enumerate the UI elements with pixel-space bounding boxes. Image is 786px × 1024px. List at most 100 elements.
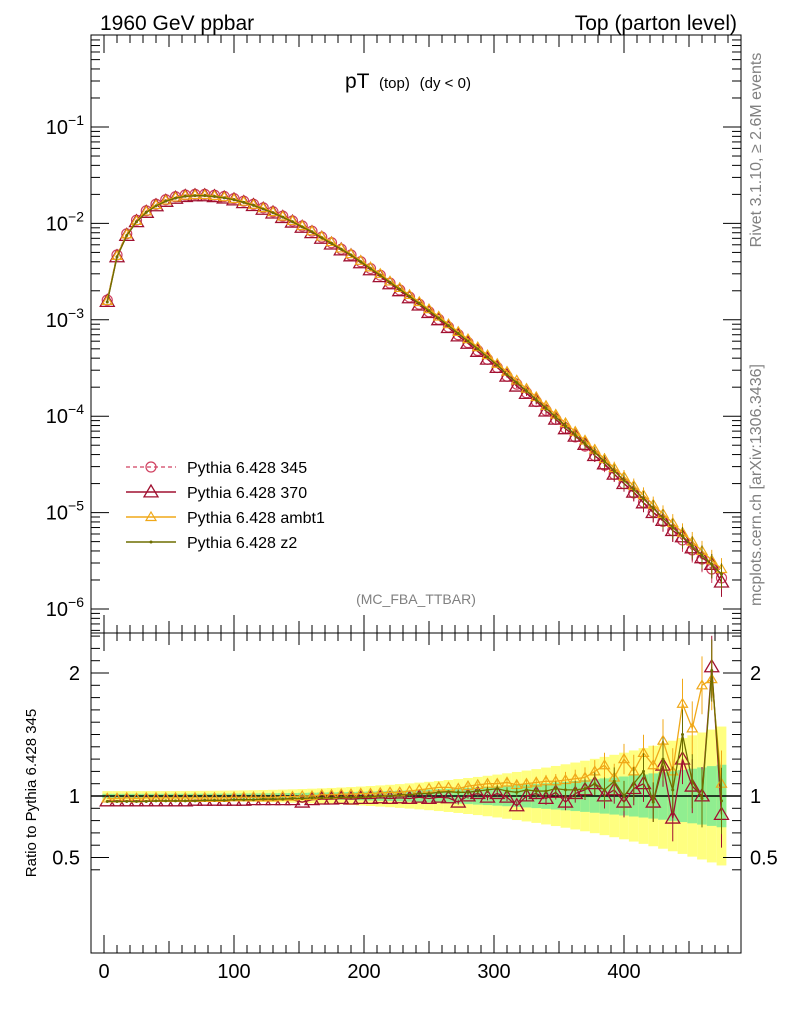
data-point: [300, 225, 304, 229]
ratio-point: [557, 793, 574, 808]
plot-title-sub1: (top): [379, 75, 410, 92]
ratio-point: [281, 797, 285, 801]
data-point: [388, 280, 392, 284]
data-point: [537, 402, 555, 417]
legend-marker: [144, 510, 158, 522]
ratio-point: [203, 798, 207, 802]
data-point: [188, 188, 202, 200]
ratio-point: [681, 733, 684, 736]
ratio-point: [125, 800, 129, 804]
ratio-point: [193, 799, 197, 803]
data-point: [271, 211, 275, 215]
mcplots-label: mcplots.cern.ch [arXiv:1306.3436]: [748, 364, 765, 606]
rivet-label: Rivet 3.1.10, ≥ 2.6M events: [748, 53, 765, 248]
ratio-point: [349, 795, 353, 799]
ratio-point: [408, 793, 411, 797]
ratio-point: [381, 790, 399, 805]
data-point: [495, 363, 499, 367]
ratio-point: [427, 792, 431, 796]
legend-label: Pythia 6.428 z2: [187, 535, 297, 552]
data-point: [135, 220, 138, 224]
legend-marker: [149, 540, 153, 544]
x-tick-label: 100: [217, 961, 250, 983]
data-point: [310, 230, 314, 234]
data-point: [330, 241, 333, 245]
y-tick-label: 10−4: [46, 401, 84, 428]
x-tick-label: 400: [607, 961, 640, 983]
legend-label: Pythia 6.428 ambt1: [187, 510, 325, 527]
ratio-point: [573, 788, 577, 792]
x-tick-label: 200: [347, 961, 380, 983]
ratio-point: [437, 790, 441, 794]
data-point: [720, 572, 723, 576]
ratio-point: [459, 787, 477, 802]
data-point: [252, 203, 255, 207]
ratio-point: [378, 794, 382, 798]
ratio-point: [622, 794, 626, 798]
ratio-point: [505, 789, 509, 793]
data-point: [612, 469, 616, 473]
data-point: [237, 195, 250, 206]
ratio-point: [135, 800, 138, 804]
y-tick-label: 10−3: [46, 305, 84, 332]
ratio-point: [440, 789, 457, 804]
data-point: [203, 194, 207, 198]
data-point: [586, 447, 603, 462]
data-point: [476, 347, 480, 351]
data-point: [115, 255, 119, 259]
ratio-point: [330, 796, 333, 800]
data-point: [291, 220, 294, 224]
ratio-series-group: [99, 635, 730, 848]
data-point: [710, 562, 714, 566]
plot-title-sub2: (dy < 0): [420, 75, 471, 92]
ratio-point: [300, 796, 304, 800]
data-point: [218, 191, 231, 202]
x-tick-label: 300: [477, 961, 510, 983]
legend: Pythia 6.428 345 Pythia 6.428 370 Pythia 6…: [126, 460, 325, 552]
ratio-point: [489, 785, 506, 800]
ratio-y-tick-label-right: 0.5: [750, 848, 778, 870]
ratio-point: [294, 793, 311, 808]
y-tick-label: 10−2: [46, 208, 84, 235]
data-point: [408, 294, 411, 298]
x-tick-label: 0: [98, 961, 109, 983]
data-point: [179, 189, 192, 200]
plot-title-main: pT: [345, 70, 370, 93]
data-point: [534, 398, 538, 402]
ratio-point: [495, 787, 499, 791]
legend-entry: Pythia 6.428 345: [126, 460, 307, 477]
header-right: Top (parton level): [575, 12, 737, 35]
ratio-point: [651, 800, 655, 804]
data-point: [615, 475, 633, 490]
data-point: [486, 355, 489, 359]
ratio-point: [632, 782, 636, 786]
data-point: [183, 194, 187, 198]
ratio-point: [544, 789, 548, 793]
plot-title: pT (top) (dy < 0): [345, 70, 471, 93]
ratio-panel: 0.5 0.5 1 1 2 2 0 100 200 300 400 Ratio to Pythia …: [23, 632, 778, 983]
data-point: [105, 300, 109, 304]
ratio-axis-ticks: 0.5 0.5 1 1 2 2 0 100 200 300 400: [52, 633, 778, 983]
data-point: [144, 210, 148, 214]
ratio-point: [232, 798, 236, 802]
main-panel: pT (top) (dy < 0) (MC_FBA_TTBAR) 10−610−…: [46, 34, 742, 634]
ratio-point: [518, 787, 535, 802]
data-point: [427, 309, 431, 313]
legend-marker: [145, 461, 157, 473]
data-point: [320, 236, 324, 240]
data-point: [456, 332, 460, 336]
y-tick-exponent: −4: [68, 401, 84, 417]
data-point: [681, 534, 684, 538]
ratio-point: [676, 697, 689, 708]
data-point: [690, 544, 694, 548]
y-tick-label: 10−5: [46, 498, 84, 525]
ratio-point: [469, 785, 486, 800]
ratio-point: [466, 790, 470, 794]
ratio-y-tick-label-right: 2: [750, 663, 761, 685]
data-point: [227, 192, 241, 204]
series-1: [101, 188, 728, 593]
ratio-point: [411, 788, 428, 803]
ratio-point: [286, 790, 299, 801]
ratio-point: [420, 790, 438, 805]
